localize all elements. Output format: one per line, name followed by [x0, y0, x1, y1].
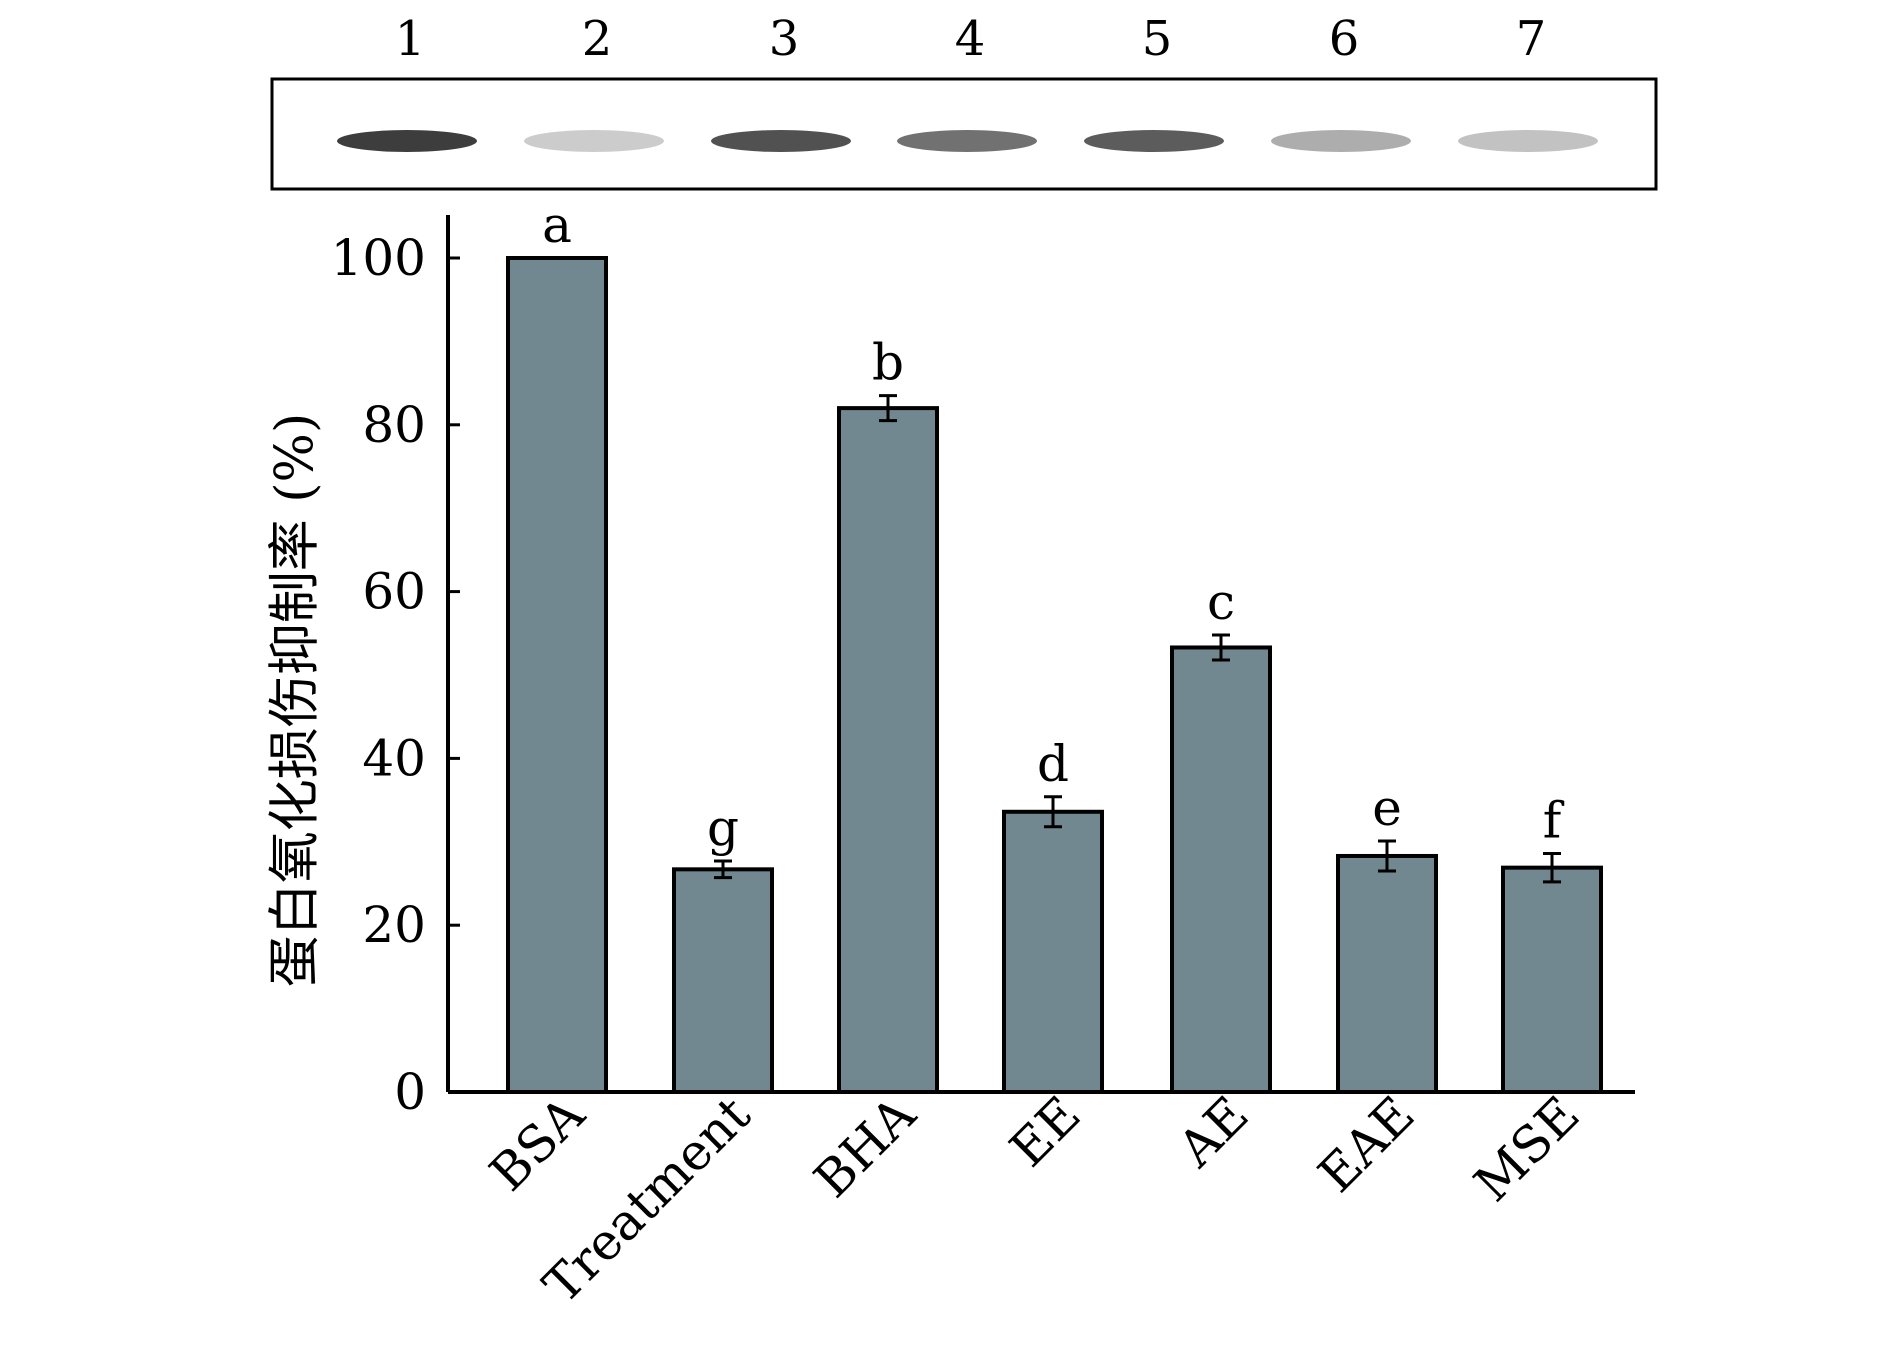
gel-band [1458, 130, 1598, 152]
bar-ae [1170, 645, 1272, 1095]
significance-letter: g [707, 799, 739, 857]
y-tick-label: 0 [394, 1063, 426, 1121]
bar-bsa [506, 256, 608, 1094]
y-axis: 0 20 40 60 80 100 [331, 215, 460, 1121]
significance-letter: a [542, 196, 572, 254]
gel-band [711, 130, 851, 152]
bar-ee [1002, 809, 1104, 1094]
gel-band [524, 130, 664, 152]
y-tick-label: 40 [362, 729, 426, 787]
y-tick-label: 60 [362, 563, 426, 621]
y-tick-label: 20 [362, 896, 426, 954]
significance-letter: b [872, 334, 904, 392]
bar-eae [1336, 853, 1438, 1095]
x-tick-label: BHA [803, 1085, 927, 1209]
gel-band [897, 130, 1037, 152]
bars: a g b d c e f [506, 196, 1603, 1095]
bar-mse [1501, 865, 1603, 1094]
y-axis-title: 蛋白氧化损伤抑制率 (%) [265, 412, 326, 988]
x-tick-label: AE [1166, 1085, 1259, 1178]
significance-letter: f [1543, 791, 1565, 849]
gel-band [1084, 130, 1224, 152]
x-tick-label: EAE [1307, 1085, 1425, 1203]
x-tick-label: BSA [479, 1085, 596, 1202]
gel-lane-label: 1 [395, 11, 426, 67]
bar-bha [837, 406, 939, 1094]
bar-treatment [672, 867, 774, 1095]
gel-band [337, 130, 477, 152]
gel-lane-label: 2 [582, 11, 613, 67]
gel-lane-label: 6 [1329, 11, 1360, 67]
significance-letter: d [1037, 735, 1069, 793]
gel-image: 1 2 3 4 5 6 7 [270, 11, 1658, 191]
x-tick-label: MSE [1463, 1085, 1590, 1212]
gel-lane-label: 5 [1142, 11, 1173, 67]
y-tick-label: 80 [362, 396, 426, 454]
gel-lane-label: 3 [769, 11, 800, 67]
significance-letter: e [1372, 779, 1402, 837]
y-tick-label: 100 [331, 229, 426, 287]
gel-band [1271, 130, 1411, 152]
gel-lane-label: 4 [955, 11, 986, 67]
significance-letter: c [1207, 573, 1235, 631]
x-tick-label: EE [999, 1085, 1092, 1178]
gel-lane-label: 7 [1516, 11, 1547, 67]
